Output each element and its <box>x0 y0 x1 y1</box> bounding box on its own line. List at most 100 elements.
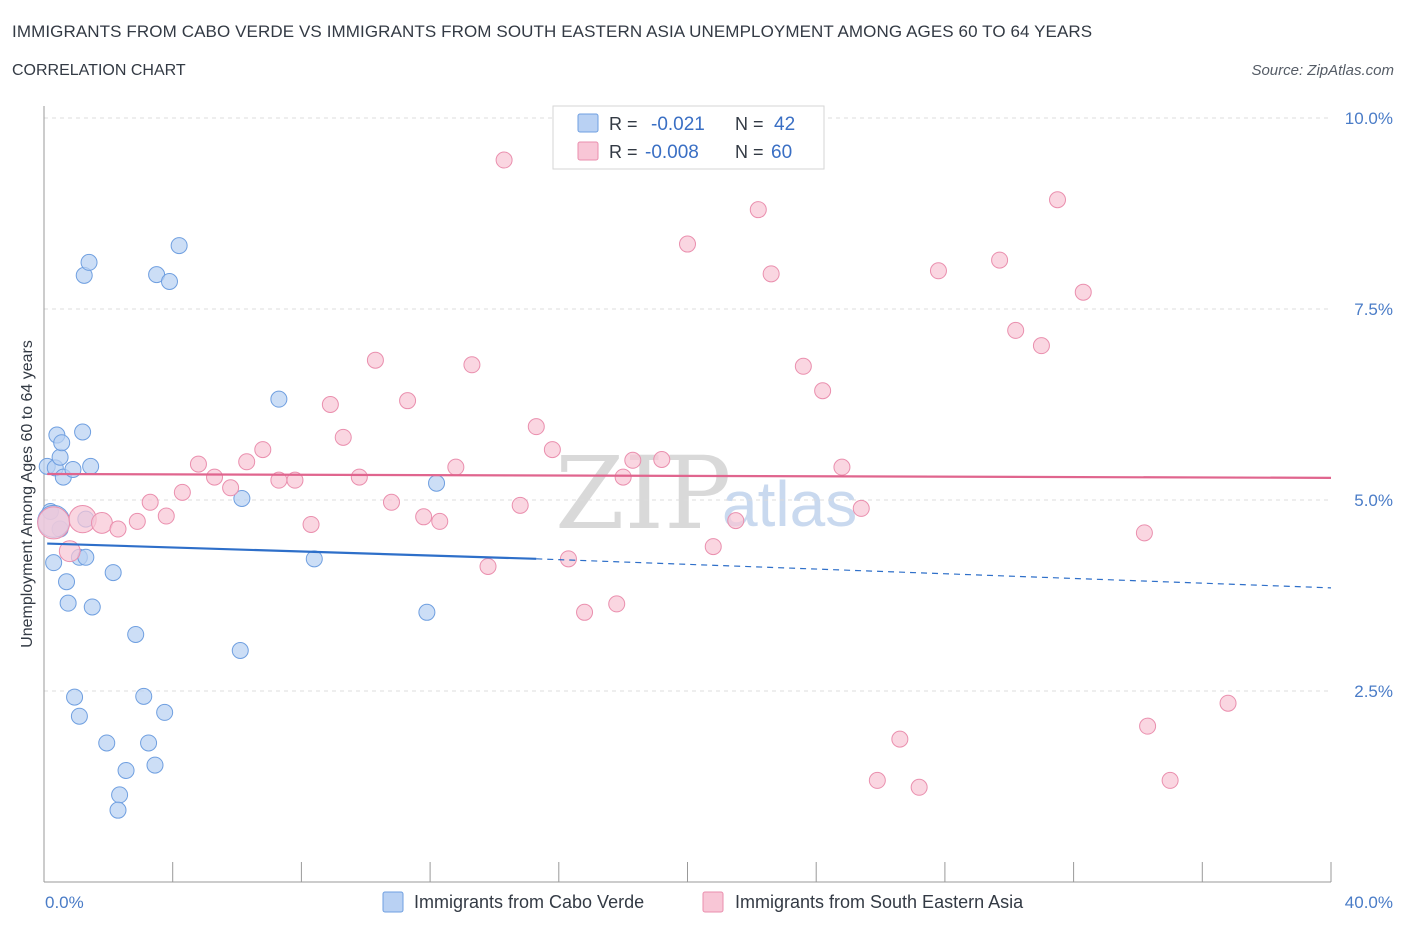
bottom-legend-swatch-pink <box>702 891 724 913</box>
source-label: Source: ZipAtlas.com <box>1251 62 1394 79</box>
point-se-asia <box>254 441 272 459</box>
point-se-asia <box>334 428 352 446</box>
y-tick-labels: 2.5% 5.0% 7.5% 10.0% <box>1345 109 1393 701</box>
point-cabo-verde <box>231 642 249 660</box>
trend-line-cabo-verde <box>47 542 537 560</box>
point-se-asia <box>1032 337 1050 355</box>
point-se-asia <box>1074 283 1092 301</box>
legend-n-value-pink: 60 <box>771 142 792 163</box>
point-se-asia <box>1049 191 1067 209</box>
point-se-asia <box>302 515 320 533</box>
point-cabo-verde <box>82 457 100 475</box>
y-tick-label: 5.0% <box>1354 491 1393 510</box>
point-cabo-verde <box>109 801 127 819</box>
watermark-zip: ZIP <box>555 435 731 552</box>
point-cabo-verde <box>270 390 288 408</box>
point-se-asia <box>814 382 832 400</box>
trend-lines <box>47 472 1332 589</box>
point-se-asia <box>511 496 529 514</box>
trend-line-cabo-verde-extrapolated <box>536 558 1332 589</box>
point-cabo-verde <box>428 474 446 492</box>
point-cabo-verde <box>59 594 77 612</box>
bottom-legend-label-pink: Immigrants from South Eastern Asia <box>735 892 1024 912</box>
point-cabo-verde <box>45 554 63 572</box>
point-se-asia <box>653 451 671 469</box>
point-se-asia <box>222 479 240 497</box>
y-tick-label: 2.5% <box>1354 682 1393 701</box>
point-se-asia <box>286 471 304 489</box>
point-se-asia <box>929 262 947 280</box>
point-se-asia <box>431 512 449 530</box>
y-tick-label: 7.5% <box>1354 300 1393 319</box>
point-se-asia <box>910 778 928 796</box>
trend-line-se-asia <box>47 472 1332 479</box>
point-se-asia <box>238 453 256 471</box>
point-se-asia <box>321 396 339 413</box>
bottom-legend-label-blue: Immigrants from Cabo Verde <box>414 892 644 912</box>
point-cabo-verde <box>58 573 76 591</box>
point-se-asia <box>157 507 175 525</box>
x-tick-label-min: 0.0% <box>45 893 84 912</box>
point-se-asia <box>852 499 870 517</box>
point-se-asia <box>833 458 851 476</box>
point-se-asia <box>382 493 400 511</box>
point-se-asia <box>679 235 696 253</box>
y-tick-label: 10.0% <box>1345 109 1393 128</box>
point-cabo-verde <box>135 687 153 705</box>
point-se-asia <box>109 520 127 538</box>
point-se-asia <box>608 595 626 613</box>
point-se-asia <box>58 540 81 563</box>
y-axis-title: Unemployment Among Ages 60 to 64 years <box>19 340 36 648</box>
point-se-asia <box>762 265 780 283</box>
legend-r-label-pink: R = <box>609 142 638 162</box>
point-cabo-verde <box>117 761 135 779</box>
legend-r-value-pink: -0.008 <box>645 142 699 163</box>
legend-swatch-blue <box>577 113 599 133</box>
legend-n-value-blue: 42 <box>774 114 795 135</box>
point-se-asia <box>559 550 577 568</box>
point-cabo-verde <box>233 489 251 507</box>
point-se-asia <box>128 512 146 530</box>
point-se-asia <box>749 201 767 219</box>
point-se-asia <box>495 151 513 169</box>
point-se-asia <box>399 392 417 410</box>
point-se-asia <box>527 418 545 436</box>
point-cabo-verde <box>160 272 178 290</box>
gridlines <box>44 117 1331 692</box>
point-cabo-verde <box>80 253 98 271</box>
point-se-asia <box>543 441 561 459</box>
legend-n-label-pink: N = <box>735 142 764 162</box>
point-cabo-verde <box>170 237 188 255</box>
x-tick-label-max: 40.0% <box>1345 893 1393 912</box>
point-se-asia <box>206 468 224 486</box>
point-cabo-verde <box>51 448 69 466</box>
legend-swatch-pink <box>577 141 599 161</box>
point-cabo-verde <box>70 707 88 725</box>
series-se-asia-points <box>37 151 1237 796</box>
point-cabo-verde <box>305 550 323 568</box>
legend-n-label-blue: N = <box>735 114 764 134</box>
chart-subtitle: CORRELATION CHART <box>12 62 186 79</box>
point-se-asia <box>576 603 594 621</box>
point-se-asia <box>91 512 113 534</box>
point-se-asia <box>141 493 159 511</box>
point-se-asia <box>1219 694 1237 712</box>
point-cabo-verde <box>53 434 71 452</box>
bottom-legend-swatch-blue <box>382 891 404 913</box>
point-se-asia <box>366 351 384 369</box>
point-cabo-verde <box>146 756 164 774</box>
point-cabo-verde <box>127 625 145 643</box>
point-se-asia <box>1161 771 1179 789</box>
point-se-asia <box>1007 321 1025 339</box>
point-se-asia <box>624 451 642 469</box>
point-se-asia <box>479 557 497 575</box>
point-se-asia <box>614 468 632 486</box>
x-tick-marks <box>43 862 1332 882</box>
point-se-asia <box>891 730 909 748</box>
legend-r-label-blue: R = <box>609 114 638 134</box>
point-cabo-verde <box>98 734 116 752</box>
series-legend: Immigrants from Cabo Verde Immigrants fr… <box>382 891 1024 913</box>
point-se-asia <box>727 512 745 530</box>
chart-title: IMMIGRANTS FROM CABO VERDE VS IMMIGRANTS… <box>12 22 1093 41</box>
